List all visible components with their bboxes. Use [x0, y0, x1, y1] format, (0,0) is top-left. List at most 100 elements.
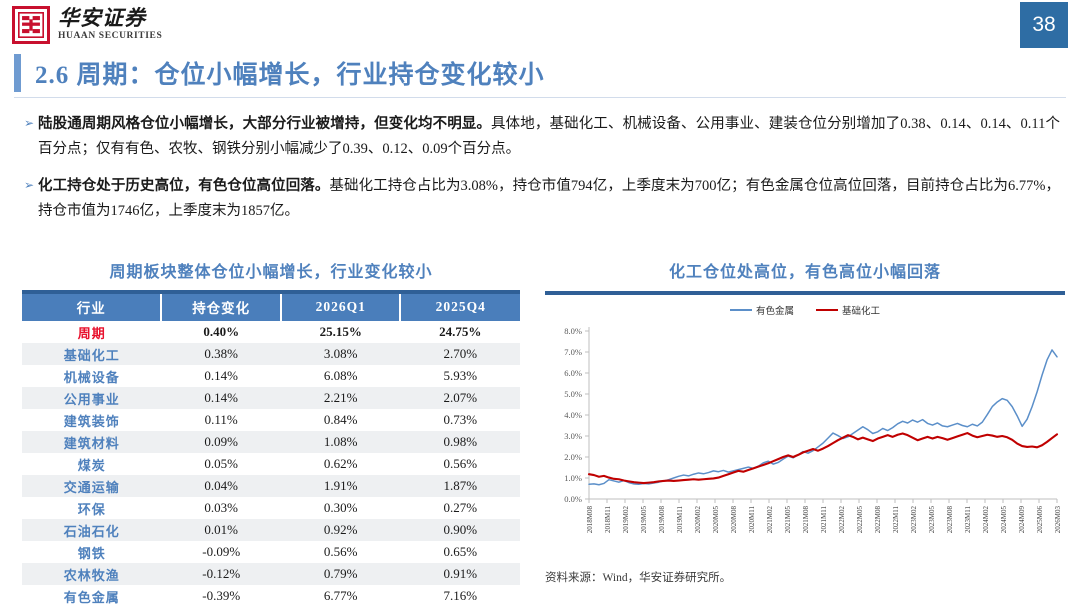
legend-swatch-icon — [729, 308, 752, 312]
cell-q1: 3.08% — [280, 343, 401, 365]
cell-q1: 0.92% — [280, 519, 401, 541]
cell-change: 0.04% — [161, 475, 281, 497]
cell-q4: 0.27% — [443, 500, 478, 515]
chart-source-note: 资料来源：Wind，华安证券研究所。 — [545, 572, 732, 584]
chart-top-rule — [545, 291, 1065, 295]
y-tick-label: 3.0% — [564, 431, 582, 441]
cell-industry: 钢铁 — [77, 545, 106, 561]
cell-q4: 7.16% — [443, 588, 478, 603]
table-row: 钢铁 -0.09% 0.56% 0.65% — [22, 541, 520, 563]
x-tick-label: 2019M05 — [640, 506, 648, 534]
cell-change: 0.14% — [161, 387, 281, 409]
x-tick-label: 2022M02 — [838, 506, 846, 534]
bullet-item: ➢ 陆股通周期风格仓位小幅增长，大部分行业被增持，但变化均不明显。具体地，基础化… — [24, 112, 1060, 162]
bullet-rest: 具体地，基础化工、机械设备、公用事业、建装仓位分别增加了0.38、0.14、0.… — [38, 116, 1060, 157]
cell-change: 0.38% — [161, 343, 281, 365]
table-row: 农林牧渔 -0.12% 0.79% 0.91% — [22, 563, 520, 585]
y-tick-label: 8.0% — [564, 326, 582, 336]
cell-change: 0.05% — [204, 456, 238, 471]
y-tick-label: 2.0% — [564, 452, 582, 462]
col-header-industry: 行业 — [22, 294, 163, 321]
cell-q1: 1.91% — [280, 475, 401, 497]
cell-industry: 石油石化 — [22, 519, 162, 541]
logo-english-name: HUAAN SECURITIES — [58, 31, 163, 42]
cell-q1: 0.56% — [323, 544, 358, 559]
table-row: 煤炭 0.05% 0.62% 0.56% — [22, 453, 520, 475]
cell-change: 0.09% — [161, 431, 281, 453]
cell-industry: 有色金属 — [63, 589, 120, 605]
cell-q1: 2.21% — [280, 387, 401, 409]
cell-q4: 0.56% — [443, 456, 478, 471]
cell-q4: 5.93% — [443, 368, 478, 383]
x-tick-label: 2019M08 — [658, 506, 666, 534]
bullet-lead: 陆股通周期风格仓位小幅增长，大部分行业被增持，但变化均不明显。 — [38, 116, 492, 132]
table-title: 周期板块整体仓位小幅增长，行业变化较小 — [109, 264, 433, 281]
cell-change: 0.01% — [161, 519, 281, 541]
bullet-lead: 化工持仓处于历史高位，有色仓位高位回落。 — [38, 178, 330, 194]
x-tick-label: 2023M02 — [910, 506, 918, 534]
col-header-change: 持仓变化 — [161, 294, 282, 321]
table-row: 公用事业 0.14% 2.21% 2.07% — [22, 387, 520, 409]
legend-item-chemical: 基础化工 — [816, 303, 880, 317]
brand-logo: 华安证券 HUAAN SECURITIES — [12, 6, 162, 44]
chart-area: 有色金属 基础化工 0.0% 1.0% 2.0% 3.0% 4.0% 5.0% 6.0% 7.… — [545, 299, 1065, 567]
table-row: 石油石化 0.01% 0.92% 0.90% — [22, 519, 520, 541]
x-tick-label: 2022M05 — [856, 506, 864, 534]
cell-industry: 基础化工 — [22, 343, 162, 365]
cell-q1: 0.84% — [323, 412, 358, 427]
y-tick-label: 7.0% — [564, 347, 582, 357]
cell-industry: 周期 — [77, 325, 106, 341]
holdings-table: 行业 持仓变化 2026Q1 2025Q4 周期 0.40% 25.15% 24.75… — [22, 290, 520, 607]
y-tick-label: 6.0% — [564, 368, 582, 378]
cell-change: -0.39% — [202, 588, 241, 603]
x-tick-label: 2020M05 — [712, 506, 720, 534]
bullet-item: ➢ 化工持仓处于历史高位，有色仓位高位回落。基础化工持仓占比为3.08%，持仓市… — [24, 174, 1060, 224]
cell-change: -0.12% — [161, 563, 281, 585]
holdings-table-panel: 周期板块整体仓位小幅增长，行业变化较小 行业 持仓变化 2026Q1 2025Q… — [22, 258, 520, 607]
legend-swatch-icon — [816, 308, 838, 312]
chart-series-line — [587, 432, 1059, 485]
x-tick-label: 2021M08 — [802, 506, 810, 534]
cell-change: -0.09% — [202, 544, 241, 559]
cell-q1: 1.08% — [280, 431, 401, 453]
x-tick-label: 2023M08 — [946, 506, 954, 534]
x-tick-label: 2019M02 — [622, 506, 630, 534]
x-tick-label: 2025M06 — [1036, 506, 1044, 534]
huaan-seal-icon — [12, 6, 50, 44]
cell-industry: 交通运输 — [22, 475, 162, 497]
cell-industry: 公用事业 — [22, 387, 162, 409]
title-divider — [14, 97, 1066, 98]
x-tick-label: 2019M11 — [676, 506, 684, 533]
table-row: 建筑装饰 0.11% 0.84% 0.73% — [22, 409, 520, 431]
legend-label: 基础化工 — [842, 307, 881, 317]
table-row: 建筑材料 0.09% 1.08% 0.98% — [22, 431, 520, 453]
table-row: 基础化工 0.38% 3.08% 2.70% — [22, 343, 520, 365]
cell-industry: 煤炭 — [77, 457, 106, 473]
cell-q4: 0.73% — [443, 412, 478, 427]
x-tick-label: 2021M02 — [766, 506, 774, 534]
cell-q1: 0.79% — [280, 563, 401, 585]
cell-q4: 0.65% — [443, 544, 478, 559]
cell-q4: 0.90% — [400, 519, 520, 541]
cell-q4: 1.87% — [400, 475, 520, 497]
bullet-arrow-icon: ➢ — [24, 178, 35, 192]
cell-q1: 6.77% — [323, 588, 358, 603]
table-row: 机械设备 0.14% 6.08% 5.93% — [22, 365, 520, 387]
chart-title: 化工仓位处高位，有色高位小幅回落 — [668, 264, 941, 281]
bullet-text: 化工持仓处于历史高位，有色仓位高位回落。基础化工持仓占比为3.08%，持仓市值7… — [38, 174, 1060, 224]
bullet-rest: 基础化工持仓占比为3.08%，持仓市值794亿，上季度末为700亿；有色金属仓位… — [38, 178, 1061, 219]
x-tick-label: 2024M05 — [1000, 506, 1008, 534]
cell-q1: 0.62% — [323, 456, 358, 471]
table-body: 周期 0.40% 25.15% 24.75% 基础化工 0.38% 3.08% 2.70% 机械… — [22, 321, 520, 607]
holdings-chart-panel: 化工仓位处高位，有色高位小幅回落 有色金属 基础化工 0.0% 1.0% 2.0% 3… — [545, 258, 1065, 585]
chart-legend: 有色金属 基础化工 — [545, 303, 1065, 317]
col-header-q1: 2026Q1 — [280, 294, 402, 321]
col-header-q4: 2025Q4 — [400, 294, 520, 321]
cell-change: 0.40% — [203, 324, 240, 339]
line-chart-svg: 0.0% 1.0% 2.0% 3.0% 4.0% 5.0% 6.0% 7.0% 8.0% 2018… — [564, 326, 1062, 534]
table-header-row: 行业 持仓变化 2026Q1 2025Q4 — [22, 294, 520, 321]
legend-label: 有色金属 — [755, 307, 794, 317]
cell-industry: 农林牧渔 — [22, 563, 162, 585]
page-number-badge: 38 — [1020, 2, 1068, 48]
